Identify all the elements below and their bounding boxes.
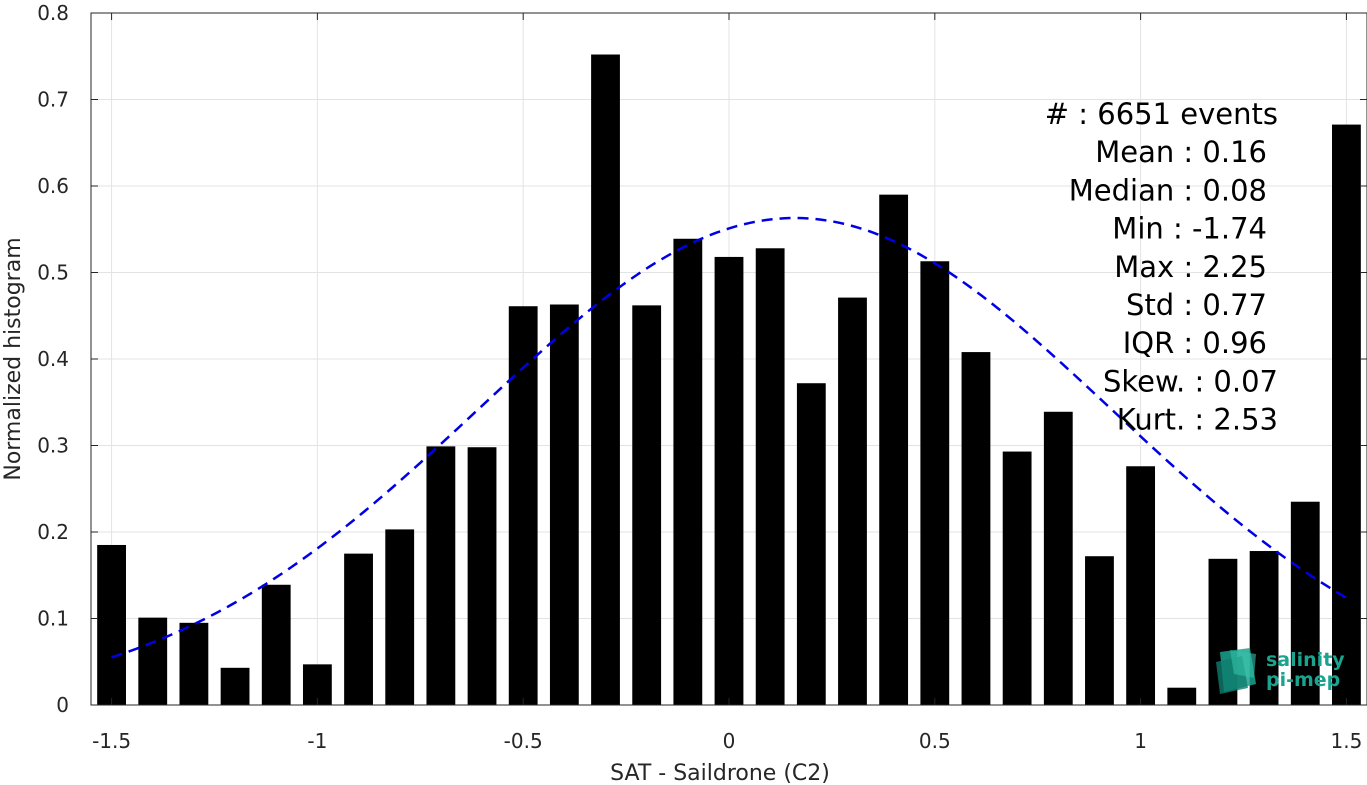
x-tick-label: 0.5 [919,729,951,753]
y-tick-label: 0 [56,693,69,717]
stats-box: # : 6651 events Mean : 0.16 Median : 0.08 M… [1045,97,1278,437]
stats-line: Min : -1.74 [1112,212,1267,246]
logo-line-1: salinity [1266,649,1345,671]
stats-line: Std : 0.77 [1126,288,1267,322]
histogram-bar [426,446,456,705]
histogram-bar [138,617,168,705]
logo-mark-icon [1216,648,1256,694]
x-tick-label: -0.5 [504,729,543,753]
y-tick-label: 0.7 [37,88,69,112]
tick-labels: -1.5 -1 -0.5 0 0.5 1 1.5 0 0.1 0.2 0.3 0.4 0.5 0.6 0.7… [37,1,1362,753]
histogram-bar [796,383,826,705]
histogram-bar [549,304,579,705]
histogram-bar [1085,556,1114,705]
histogram-bar [1126,466,1156,705]
histogram-bar [838,297,867,705]
stats-line: Max : 2.25 [1114,250,1267,284]
histogram-bar [591,54,620,705]
fit-curve [111,216,1348,659]
y-axis-title: Normalized histogram [1,237,26,480]
stats-line: IQR : 0.96 [1123,326,1267,360]
histogram-bar [755,248,785,705]
histogram-bar [467,447,497,705]
histogram-bar [179,622,209,705]
histogram-bar [1002,451,1032,705]
histogram-bar [1043,411,1073,705]
histogram-bar [385,529,415,705]
x-tick-label: -1 [307,729,327,753]
histogram-bar [920,261,950,705]
logo-line-2: pi-mep [1266,669,1340,691]
histogram-bars [97,54,1361,705]
y-tick-label: 0.6 [37,174,69,198]
histogram-bar [961,352,991,705]
histogram-bar [344,553,373,705]
y-tick-label: 0.3 [37,434,69,458]
x-tick-label: 0 [723,729,736,753]
stats-line: Mean : 0.16 [1095,135,1267,169]
y-tick-label: 0.2 [37,520,69,544]
x-tick-label: 1.5 [1331,729,1363,753]
y-tick-label: 0.4 [37,347,69,371]
axis-ticks [91,12,1367,706]
stats-line: # : 6651 events [1045,97,1278,131]
histogram-bar [673,238,703,705]
histogram-bar [1167,687,1197,705]
stats-line: Median : 0.08 [1069,173,1267,207]
histogram-bar [97,544,126,705]
x-axis-title: SAT - Saildrone (C2) [610,761,830,785]
stats-line: Skew. : 0.07 [1103,364,1278,398]
histogram-bar [632,305,662,705]
histogram-bar [1332,124,1361,705]
x-tick-label: 1 [1134,729,1147,753]
x-tick-label: -1.5 [92,729,131,753]
y-tick-label: 0.5 [37,261,69,285]
y-tick-label: 0.1 [37,607,69,631]
histogram-bar [508,306,538,705]
histogram-bar [714,256,744,705]
histogram-bar [220,667,250,705]
salinity-pi-mep-logo: salinity pi-mep [1216,648,1345,694]
histogram-bar [879,194,909,705]
histogram-bar [261,584,291,705]
y-tick-label: 0.8 [37,1,69,25]
stats-line: Kurt. : 2.53 [1117,403,1278,437]
histogram-bar [1290,501,1320,705]
